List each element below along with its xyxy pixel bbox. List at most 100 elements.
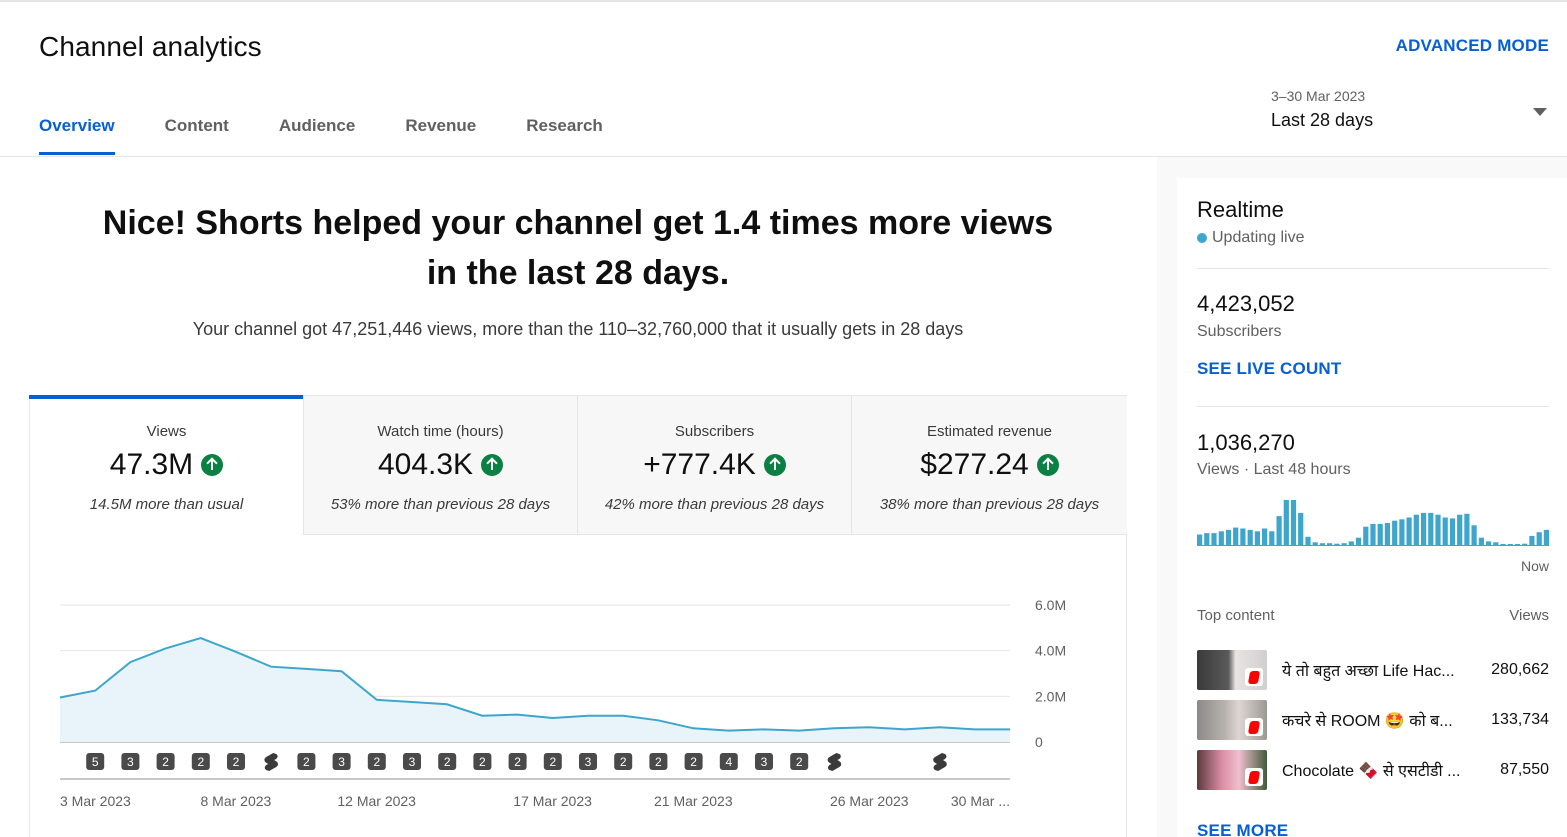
realtime-bar xyxy=(1269,531,1275,546)
realtime-bar xyxy=(1290,500,1297,546)
upload-count: 2 xyxy=(444,755,451,769)
top-content-item[interactable]: ये तो बहुत अच्छा Life Hac... 280,662 xyxy=(1197,650,1549,690)
upload-count-badge xyxy=(719,753,738,770)
realtime-bar xyxy=(1240,528,1246,546)
realtime-card: Realtime Updating live 4,423,052 Subscri… xyxy=(1177,178,1567,837)
top-content-views: 133,734 xyxy=(1491,711,1549,728)
top-content-views-heading: Views xyxy=(1509,607,1549,624)
see-more-link[interactable]: SEE MORE xyxy=(1197,821,1289,837)
realtime-bar xyxy=(1197,534,1203,546)
realtime-bar xyxy=(1341,543,1347,546)
shorts-icon xyxy=(1245,718,1263,736)
realtime-bar xyxy=(1486,541,1492,546)
realtime-bar xyxy=(1247,529,1253,546)
top-content-item[interactable]: कचरे से ROOM 🤩 को ब... 133,734 xyxy=(1197,700,1549,740)
shorts-marker-icon xyxy=(933,753,947,771)
upload-count: 3 xyxy=(761,755,768,769)
realtime-bar xyxy=(1428,512,1434,546)
metric-value: $277.24 xyxy=(920,448,1029,481)
header-divider xyxy=(0,156,1567,157)
upload-count: 2 xyxy=(197,755,204,769)
advanced-mode-button[interactable]: ADVANCED MODE xyxy=(1395,36,1549,55)
live-dot-icon xyxy=(1197,233,1207,243)
dropdown-arrow-icon xyxy=(1533,108,1547,116)
metric-value: 47.3M xyxy=(109,448,194,481)
upload-count: 2 xyxy=(479,755,486,769)
date-range-label: Last 28 days xyxy=(1271,110,1374,130)
realtime-bar xyxy=(1392,520,1398,546)
y-tick-label: 6.0M xyxy=(1035,597,1066,613)
arrow-up-icon xyxy=(1036,454,1059,476)
metric-note: 42% more than previous 28 days xyxy=(604,496,825,513)
metric-tab-subscribers[interactable]: Subscribers +777.4K 42% more than previo… xyxy=(578,396,852,535)
views-line xyxy=(59,637,1010,732)
upload-count: 2 xyxy=(303,755,310,769)
realtime-bar xyxy=(1413,514,1419,546)
realtime-bar xyxy=(1471,525,1477,546)
upload-count-badge xyxy=(297,753,316,770)
upload-count-badge xyxy=(790,753,809,770)
upload-count: 3 xyxy=(338,755,345,769)
now-label: Now xyxy=(1520,558,1549,574)
realtime-bar xyxy=(1283,500,1289,546)
realtime-bar xyxy=(1363,526,1369,546)
metric-name: Views xyxy=(146,423,187,440)
upload-count: 2 xyxy=(796,755,803,769)
tab-research[interactable]: Research xyxy=(526,116,603,135)
realtime-bar xyxy=(1449,518,1456,546)
metric-tab-revenue[interactable]: Estimated revenue $277.24 38% more than … xyxy=(852,396,1127,535)
summary-headline-line1: Nice! Shorts helped your channel get 1.4… xyxy=(102,204,1054,242)
realtime-bar xyxy=(1399,519,1405,546)
metric-name: Watch time (hours) xyxy=(377,423,504,440)
top-content-item[interactable]: Chocolate 🍫 से एसटीडी ... 87,550 xyxy=(1197,750,1549,790)
upload-count-badge xyxy=(86,753,105,770)
upload-count-badge xyxy=(755,753,773,770)
tab-audience[interactable]: Audience xyxy=(278,116,356,135)
tab-overview[interactable]: Overview xyxy=(39,116,115,155)
metric-tab-views[interactable]: Views 47.3M 14.5M more than usual xyxy=(29,395,304,535)
upload-count-badge xyxy=(579,753,597,770)
metric-name: Subscribers xyxy=(674,423,755,440)
shorts-marker-icon xyxy=(264,753,278,771)
x-tick-label: 30 Mar ... xyxy=(951,793,1010,809)
arrow-up-icon xyxy=(481,454,504,476)
upload-count-badge xyxy=(649,753,668,770)
metric-note: 14.5M more than usual xyxy=(89,496,244,513)
metric-tab-watch-time[interactable]: Watch time (hours) 404.3K 53% more than … xyxy=(304,396,578,535)
x-tick-label: 17 Mar 2023 xyxy=(513,793,592,809)
realtime-bar xyxy=(1457,514,1463,546)
upload-count: 2 xyxy=(620,755,627,769)
realtime-bar xyxy=(1276,516,1282,546)
metric-name: Estimated revenue xyxy=(926,423,1053,440)
realtime-bar xyxy=(1442,517,1448,546)
realtime-bar xyxy=(1421,512,1427,546)
see-live-count-link[interactable]: SEE LIVE COUNT xyxy=(1197,359,1342,378)
top-content-views: 280,662 xyxy=(1491,661,1549,678)
upload-count: 3 xyxy=(127,755,134,769)
upload-count-badge xyxy=(438,753,457,770)
realtime-bar xyxy=(1529,535,1535,546)
realtime-bar xyxy=(1384,523,1390,546)
realtime-bar xyxy=(1225,529,1232,546)
metric-value: +777.4K xyxy=(643,448,756,481)
date-range-picker[interactable]: 3–30 Mar 2023 Last 28 days xyxy=(1271,88,1551,144)
live-status-label: Updating live xyxy=(1212,229,1305,246)
upload-count-badge xyxy=(508,753,527,770)
tab-revenue[interactable]: Revenue xyxy=(405,116,477,135)
upload-count-badge xyxy=(684,753,703,770)
tab-content[interactable]: Content xyxy=(164,116,229,135)
realtime-bar xyxy=(1355,537,1362,546)
upload-count: 2 xyxy=(690,755,697,769)
top-border xyxy=(0,0,1567,2)
upload-count-badge xyxy=(332,753,351,770)
metric-note: 53% more than previous 28 days xyxy=(330,496,551,513)
upload-count-badge xyxy=(121,753,140,770)
upload-count-badge xyxy=(473,753,492,770)
realtime-bar xyxy=(1493,542,1499,546)
tab-bar: Overview Content Audience Revenue Resear… xyxy=(39,116,653,155)
realtime-bar xyxy=(1543,529,1549,546)
upload-count: 2 xyxy=(233,755,240,769)
upload-count-badge xyxy=(227,753,245,770)
realtime-bar xyxy=(1211,533,1217,546)
realtime-title: Realtime xyxy=(1197,197,1284,222)
